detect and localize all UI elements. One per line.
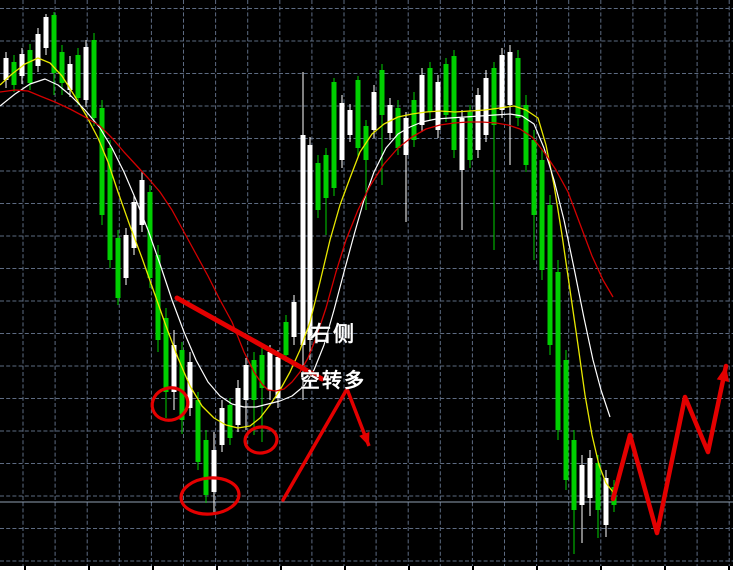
label-short-to-long: 空转多 xyxy=(300,370,366,392)
highlight-ellipse-2 xyxy=(243,425,279,455)
ma-fast-yellow xyxy=(0,57,614,493)
rising-line xyxy=(281,387,349,502)
time-axis xyxy=(0,566,733,570)
label-right-side: 右侧 xyxy=(310,323,356,346)
ma-slow-red xyxy=(0,89,614,392)
moving-averages-layer xyxy=(0,57,614,493)
forecast-zigzag-arrow xyxy=(610,363,729,536)
annotations-layer xyxy=(150,295,730,536)
highlight-ellipse-1 xyxy=(150,386,190,422)
descending-trendline xyxy=(174,295,325,382)
highlight-ellipse-3 xyxy=(179,476,241,516)
ma-mid-white xyxy=(0,78,611,418)
